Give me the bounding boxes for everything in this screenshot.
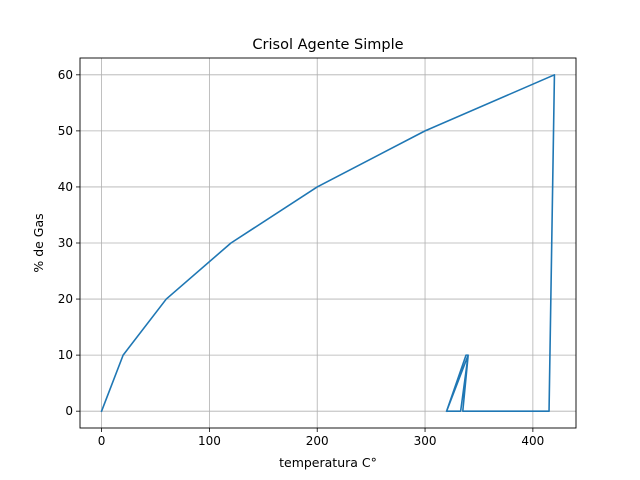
x-tick-label: 400 bbox=[521, 434, 544, 448]
y-tick-label: 30 bbox=[58, 236, 73, 250]
x-tick-label: 200 bbox=[306, 434, 329, 448]
series-layer bbox=[100, 74, 556, 413]
y-tick-label: 50 bbox=[58, 124, 73, 138]
y-tick-label: 0 bbox=[65, 404, 73, 418]
axis-ticks: 0 100 200 300 400 0 10 20 30 40 50 60 bbox=[58, 68, 545, 448]
x-tick-label: 0 bbox=[98, 434, 106, 448]
x-tick-label: 300 bbox=[414, 434, 437, 448]
y-axis-label: % de Gas bbox=[31, 213, 46, 272]
x-axis-label: temperatura C° bbox=[279, 455, 377, 470]
grid-lines bbox=[80, 58, 576, 428]
y-tick-label: 20 bbox=[58, 292, 73, 306]
chart-title: Crisol Agente Simple bbox=[252, 37, 403, 53]
y-tick-label: 10 bbox=[58, 348, 73, 362]
x-tick-label: 100 bbox=[198, 434, 221, 448]
y-tick-label: 60 bbox=[58, 68, 73, 82]
y-tick-label: 40 bbox=[58, 180, 73, 194]
series-line bbox=[100, 74, 556, 413]
